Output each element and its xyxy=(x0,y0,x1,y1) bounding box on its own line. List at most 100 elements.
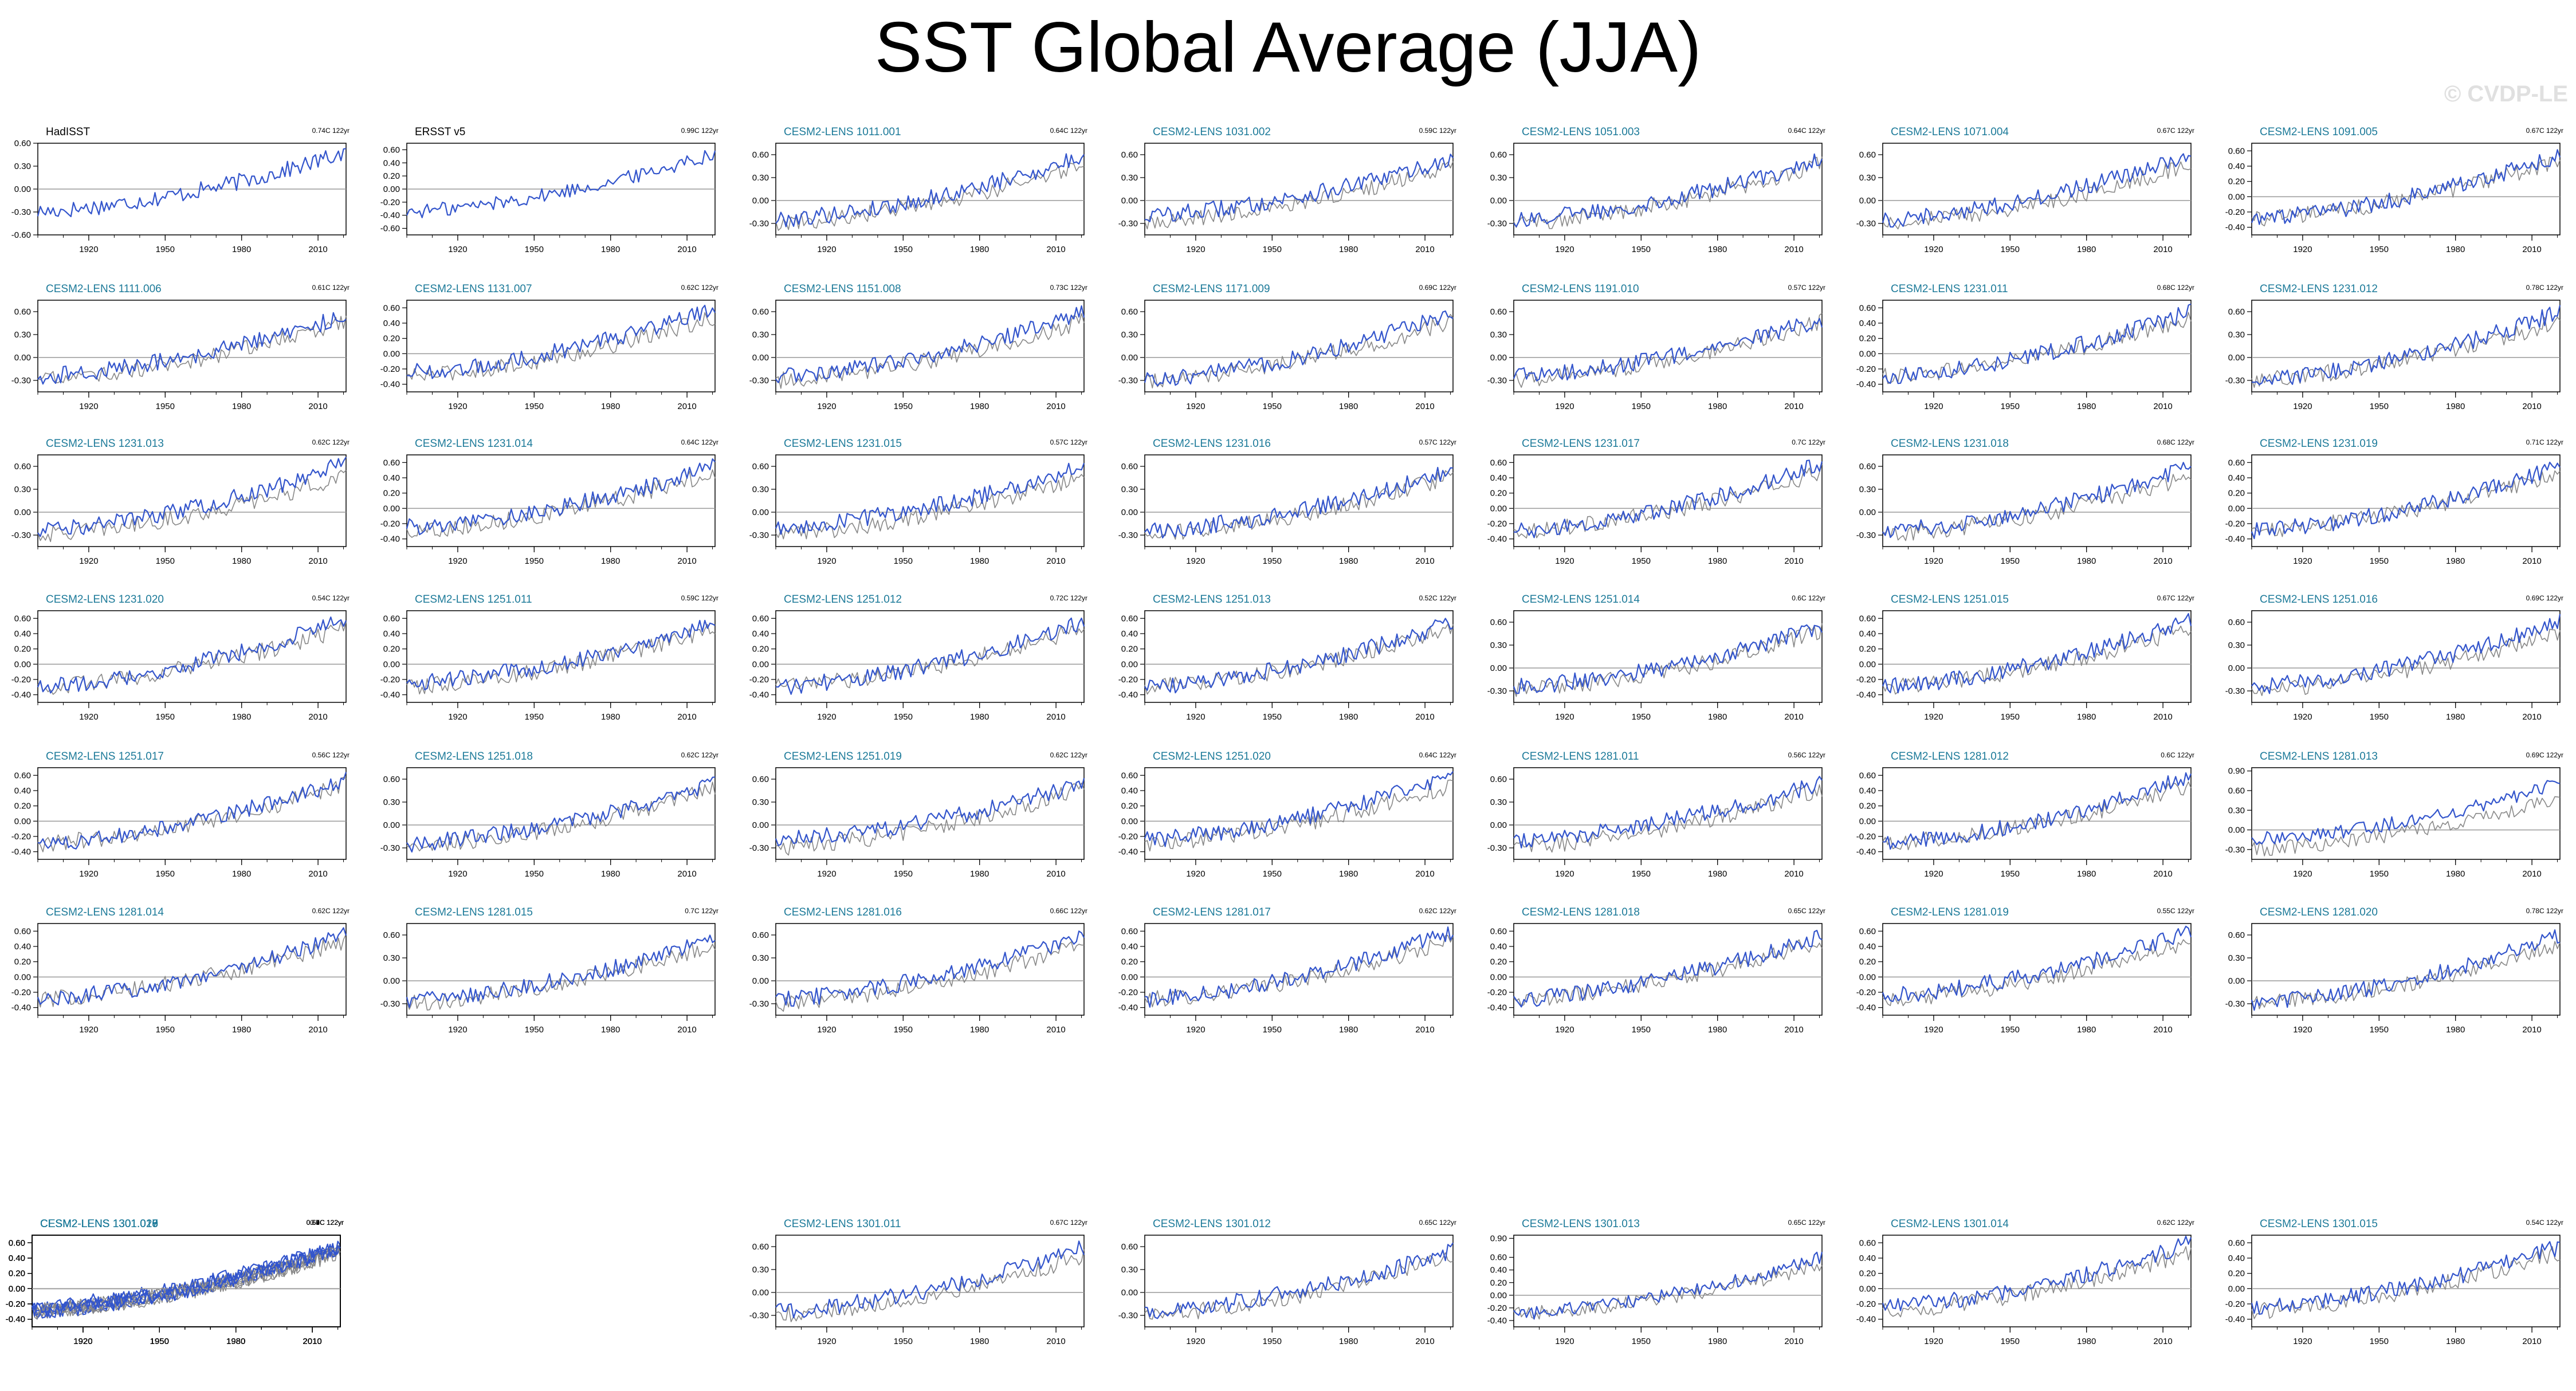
panel-trend-label: 0.57C 122yr xyxy=(1788,284,1825,292)
y-tick-label: 0.30 xyxy=(752,953,769,963)
x-tick-label: 1950 xyxy=(1632,712,1651,722)
x-tick-label: 1950 xyxy=(2001,869,2020,879)
x-tick-label: 1950 xyxy=(2001,1337,2020,1346)
x-tick-label: 1920 xyxy=(1924,402,1943,411)
chart-panel: CESM2-LENS 1301.015 0.54C 122yr 0.60 0.40 0.… xyxy=(2220,1218,2563,1361)
chart-plot: 0.90 0.60 0.30 0.00 -0.30 1920 1950 1980 2010 xyxy=(2225,767,2561,879)
x-tick-label: 1950 xyxy=(2001,245,2020,254)
y-tick-label: 0.20 xyxy=(1859,801,1876,811)
y-tick-label: 0.20 xyxy=(1490,1278,1507,1288)
y-tick-label: 0.30 xyxy=(14,330,31,340)
panel-title: CESM2-LENS 1301.019 xyxy=(40,1218,158,1230)
x-tick-label: 2010 xyxy=(303,1337,321,1346)
x-tick-label: 2010 xyxy=(303,1337,321,1346)
series-line xyxy=(406,934,716,1008)
panel-title: CESM2-LENS 1011.001 xyxy=(784,126,901,138)
x-tick-label: 1980 xyxy=(601,712,620,722)
series-line xyxy=(1144,623,1454,695)
panel-trend-label: 0.65C 122yr xyxy=(1419,1219,1456,1227)
y-tick-label: 0.60 xyxy=(2228,930,2245,940)
chart-plot: 0.60 0.30 0.00 -0.30 1920 1950 1980 2010 xyxy=(749,767,1085,879)
panel-trend-label: 0.99C 122yr xyxy=(681,127,718,135)
y-tick-label: 0.60 xyxy=(752,775,769,784)
y-tick-label: -0.20 xyxy=(1856,988,1876,997)
x-tick-label: 1920 xyxy=(1555,556,1574,566)
y-tick-label: 0.60 xyxy=(752,1242,769,1252)
chart-plot: 0.60 0.40 0.20 0.00 -0.20 -0.40 1920 1950 1980 20… xyxy=(1487,454,1823,566)
y-tick-label: 0.40 xyxy=(1490,473,1507,483)
chart-panel: CESM2-LENS 1051.003 0.64C 122yr 0.60 0.30 0.… xyxy=(1482,126,1825,269)
x-tick-label: 1980 xyxy=(1339,245,1358,254)
y-tick-label: 0.30 xyxy=(14,162,31,171)
x-tick-label: 1950 xyxy=(150,1337,169,1346)
y-tick-label: 0.60 xyxy=(2228,146,2245,156)
y-tick-label: 0.00 xyxy=(1121,508,1138,517)
y-tick-label: -0.30 xyxy=(749,1311,769,1321)
y-tick-label: 0.30 xyxy=(2228,641,2245,650)
x-tick-label: 1980 xyxy=(232,869,251,879)
panel-title: CESM2-LENS 1231.012 xyxy=(2260,283,2378,295)
chart-plot: 0.60 0.30 0.00 -0.30 1920 1950 1980 2010 xyxy=(749,923,1085,1035)
y-tick-label: 0.60 xyxy=(752,307,769,317)
series-line xyxy=(37,616,347,694)
plot-frame xyxy=(406,300,716,392)
y-tick-label: 0.40 xyxy=(1859,786,1876,796)
y-tick-label: -0.20 xyxy=(380,198,400,207)
panel-title: CESM2-LENS 1251.020 xyxy=(1153,750,1271,763)
y-tick-label: -0.30 xyxy=(2225,845,2245,855)
y-tick-label: -0.30 xyxy=(2225,999,2245,1009)
y-tick-label: 0.30 xyxy=(1490,173,1507,183)
x-tick-label: 2010 xyxy=(2522,712,2541,722)
series-line xyxy=(1144,310,1454,387)
y-tick-label: -0.30 xyxy=(1118,531,1138,540)
chart-panel: CESM2-LENS 1251.012 0.72C 122yr 0.60 0.40 0.… xyxy=(744,594,1087,737)
series-line xyxy=(1882,161,2192,230)
y-tick-label: 0.30 xyxy=(1859,173,1876,183)
plot-frame xyxy=(1144,454,1454,547)
y-tick-label: 0.00 xyxy=(1859,659,1876,669)
chart-plot: 0.60 0.40 0.20 0.00 -0.20 -0.40 1920 1950 1980 20… xyxy=(2225,454,2561,566)
plot-frame xyxy=(2251,1235,2561,1327)
x-tick-label: 1980 xyxy=(1339,1337,1358,1346)
y-tick-label: 0.40 xyxy=(752,629,769,639)
y-tick-label: 0.60 xyxy=(1121,926,1138,936)
x-tick-label: 2010 xyxy=(2153,402,2172,411)
chart-plot: 0.60 0.30 0.00 -0.30 1920 1950 1980 2010 xyxy=(749,1235,1085,1346)
y-tick-label: -0.40 xyxy=(6,1315,25,1325)
chart-panel: CESM2-LENS 1281.016 0.66C 122yr 0.60 0.30 0.… xyxy=(744,906,1087,1050)
x-tick-label: 1980 xyxy=(970,402,989,411)
y-tick-label: 0.00 xyxy=(383,504,400,513)
x-tick-label: 1920 xyxy=(448,245,467,254)
y-tick-label: -0.30 xyxy=(1856,531,1876,540)
x-tick-label: 2010 xyxy=(308,1025,327,1035)
panel-trend-label: 0.67C 122yr xyxy=(1050,1219,1087,1227)
y-tick-label: 0.60 xyxy=(1859,771,1876,780)
y-tick-label: 0.40 xyxy=(14,786,31,796)
chart-plot: 0.60 0.30 0.00 -0.30 1920 1950 1980 2010 xyxy=(380,767,716,879)
y-tick-label: 0.60 xyxy=(1859,462,1876,471)
y-tick-label: 0.30 xyxy=(752,797,769,807)
x-tick-label: 2010 xyxy=(2522,869,2541,879)
chart-panel: CESM2-LENS 1231.013 0.62C 122yr 0.60 0.30 0.… xyxy=(6,438,350,581)
y-tick-label: -0.40 xyxy=(1856,690,1876,700)
y-tick-label: 0.00 xyxy=(14,972,31,982)
chart-plot: 0.60 0.40 0.20 0.00 -0.20 -0.40 1920 1950 1980 20… xyxy=(380,454,716,566)
y-tick-label: 0.00 xyxy=(2228,192,2245,202)
chart-panel: CESM2-LENS 1301.012 0.65C 122yr 0.60 0.30 0.… xyxy=(1113,1218,1456,1361)
y-tick-label: -0.30 xyxy=(749,999,769,1009)
chart-panel: CESM2-LENS 1191.010 0.57C 122yr 0.60 0.30 0.… xyxy=(1482,283,1825,426)
x-tick-label: 1920 xyxy=(1555,712,1574,722)
y-tick-label: -0.20 xyxy=(11,988,31,997)
panel-trend-label: 0.57C 122yr xyxy=(1050,438,1087,446)
panel-title: CESM2-LENS 1231.019 xyxy=(2260,438,2378,450)
series-line xyxy=(1513,623,1823,697)
plot-frame xyxy=(775,454,1085,547)
panel-trend-label: 0.62C 122yr xyxy=(1050,751,1087,759)
x-tick-label: 1920 xyxy=(1924,556,1943,566)
y-tick-label: 0.20 xyxy=(1121,645,1138,654)
panel-title: CESM2-LENS 1301.018 xyxy=(40,1218,158,1230)
x-tick-label: 2010 xyxy=(1046,1025,1065,1035)
y-tick-label: 0.60 xyxy=(1121,1242,1138,1252)
chart-panel: CESM2-LENS 1281.020 0.78C 122yr 0.60 0.30 0.… xyxy=(2220,906,2563,1050)
chart-panel: CESM2-LENS 1011.001 0.64C 122yr 0.60 0.30 0.… xyxy=(744,126,1087,269)
